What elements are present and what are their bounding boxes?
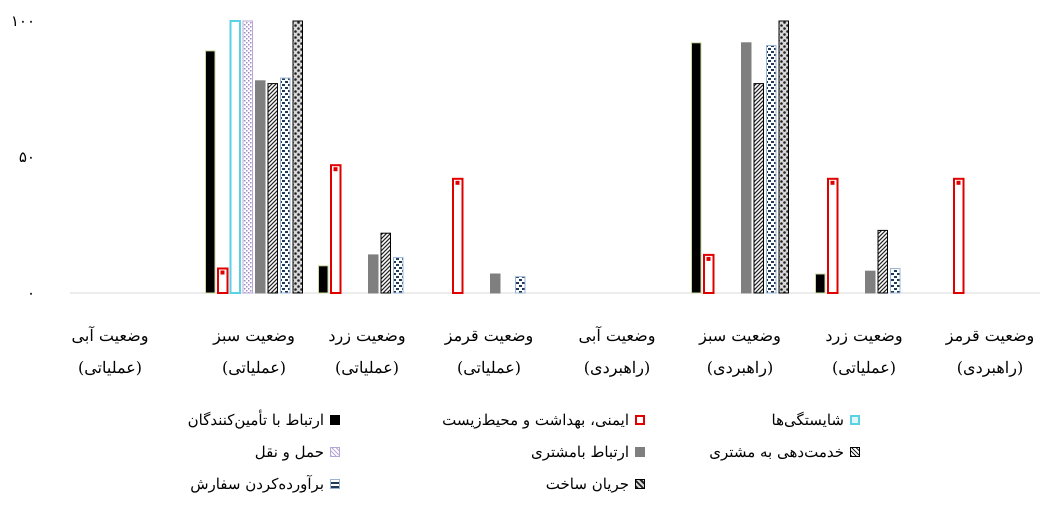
legend-swatch [635,479,645,489]
bar-marker [220,270,225,275]
y-tick-label: ۰ [27,284,35,302]
bar [267,83,278,294]
legend-swatch [635,447,645,457]
legend-swatch [635,415,645,425]
bar [741,42,752,294]
bar [691,42,702,294]
y-tick-label: ۱۰۰ [11,12,35,30]
legend-item: جریان ساخت [546,475,645,493]
bar [452,177,464,294]
legend-item: خدمت‌دهی به مشتری [709,443,860,461]
legend-label: جریان ساخت [545,475,629,493]
x-tick-label: (عملیاتی) [832,358,896,377]
x-tick-label: (راهبردی) [957,358,1023,377]
bar [217,267,229,294]
legend-label: ارتباط بامشتری [530,443,629,461]
legend-swatch [330,447,340,457]
legend-swatch [330,415,340,425]
bar-marker [830,180,835,185]
legend-label: حمل و نقل [254,443,324,461]
bar [515,276,526,294]
bar [865,270,876,294]
x-tick-label: (عملیاتی) [335,358,399,377]
bar [205,50,216,294]
legend-item: ارتباط بامشتری [531,443,645,461]
legend-label: شایستگی‌ها [771,411,845,429]
x-tick-label: وضعیت قرمز [945,326,1035,345]
bar [229,20,241,294]
x-tick-label: وضعیت قرمز [444,326,534,345]
bar-marker [455,180,460,185]
bar [318,265,329,294]
bar [877,229,888,294]
bar [368,254,379,294]
legend-label: ایمنی، بهداشت و محیط‌زیست [442,411,629,429]
bar-marker [333,167,338,172]
bar [490,273,501,294]
bar [292,20,303,294]
x-tick-label: (عملیاتی) [78,358,142,377]
bar [242,20,253,294]
legend-item: ایمنی، بهداشت و محیط‌زیست [442,411,645,429]
x-tick-label: وضعیت آبی [579,325,656,345]
x-tick-label: (عملیاتی) [222,358,286,377]
y-tick-label: ۵۰ [19,148,35,166]
legend-label: ارتباط با تأمین‌کنندگان [187,411,324,429]
legend-swatch [850,447,860,457]
x-tick-label: وضعیت زرد [825,326,902,345]
bar [778,20,789,294]
bar [280,77,291,294]
x-tick-label: وضعیت زرد [328,326,405,345]
bar [380,232,391,294]
bar [753,83,764,294]
bar [827,177,839,294]
bar-marker [956,180,961,185]
legend-swatch [850,415,860,425]
legend: ارتباط با تأمین‌کنندگان ایمنی، بهداشت و م… [40,411,1020,511]
bar-marker [706,256,711,261]
bar [255,80,266,294]
legend-item: حمل و نقل [255,443,340,461]
bar [330,164,342,294]
bar [815,273,826,294]
x-tick-label: (عملیاتی) [457,358,521,377]
bar [393,257,404,294]
legend-swatch [330,479,340,489]
x-tick-label: (راهبردی) [707,358,773,377]
legend-item: شایستگی‌ها [771,411,860,429]
bar [890,268,901,294]
x-tick-label: وضعیت سبز [212,326,295,345]
x-tick-label: وضعیت آبی [72,325,149,345]
x-tick-label: (راهبردی) [584,358,650,377]
bar [953,177,965,294]
legend-label: برآورده‌کردن سفارش [190,475,324,493]
bar-chart: ۰ ۵۰ ۱۰۰ وضعیت آبی (عملیاتی) وضعیت سبز (عملیا… [11,12,1040,377]
x-tick-label: وضعیت سبز [698,326,781,345]
bar [703,253,715,294]
legend-item: ارتباط با تأمین‌کنندگان [188,411,340,429]
bar [766,45,777,294]
legend-label: خدمت‌دهی به مشتری [709,443,844,461]
legend-item: برآورده‌کردن سفارش [190,475,340,493]
